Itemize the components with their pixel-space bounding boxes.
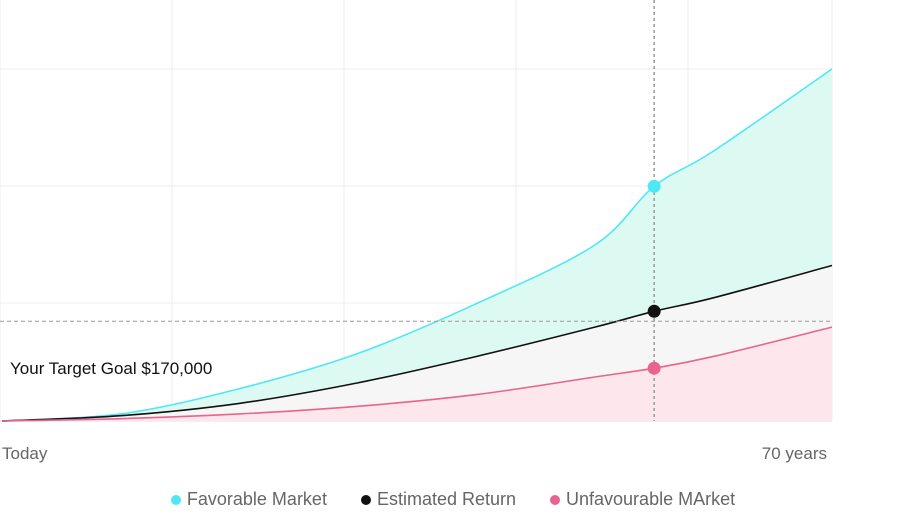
estimated-dot-icon: [360, 494, 371, 505]
legend-label-unfavorable: Unfavourable MArket: [566, 489, 736, 509]
legend-label-favorable: Favorable Market: [186, 489, 327, 509]
point-favorable: [647, 179, 661, 193]
legend-item-favorable[interactable]: Favorable Market: [170, 489, 327, 510]
x-start-label: Today: [2, 444, 48, 463]
legend: Favorable Market Estimated Return Unfavo…: [0, 489, 906, 510]
line-favorable: [1, 68, 833, 422]
legend-label-estimated: Estimated Return: [376, 489, 517, 509]
series-lines: [1, 68, 833, 422]
area-unfavorable: [2, 327, 832, 421]
series-areas: [2, 69, 832, 421]
legend-item-estimated[interactable]: Estimated Return: [360, 489, 517, 510]
point-unfavorable: [647, 361, 661, 375]
target-goal-label: Your Target Goal $170,000: [10, 359, 212, 378]
unfavorable-dot-icon: [550, 494, 561, 505]
favorable-dot-icon: [170, 494, 181, 505]
legend-item-unfavorable[interactable]: Unfavourable MArket: [550, 489, 735, 510]
point-estimated: [647, 304, 661, 318]
line-estimated: [1, 264, 833, 422]
marker-points: [647, 179, 661, 375]
x-end-label: 70 years: [762, 444, 827, 463]
line-unfavorable: [1, 326, 833, 422]
